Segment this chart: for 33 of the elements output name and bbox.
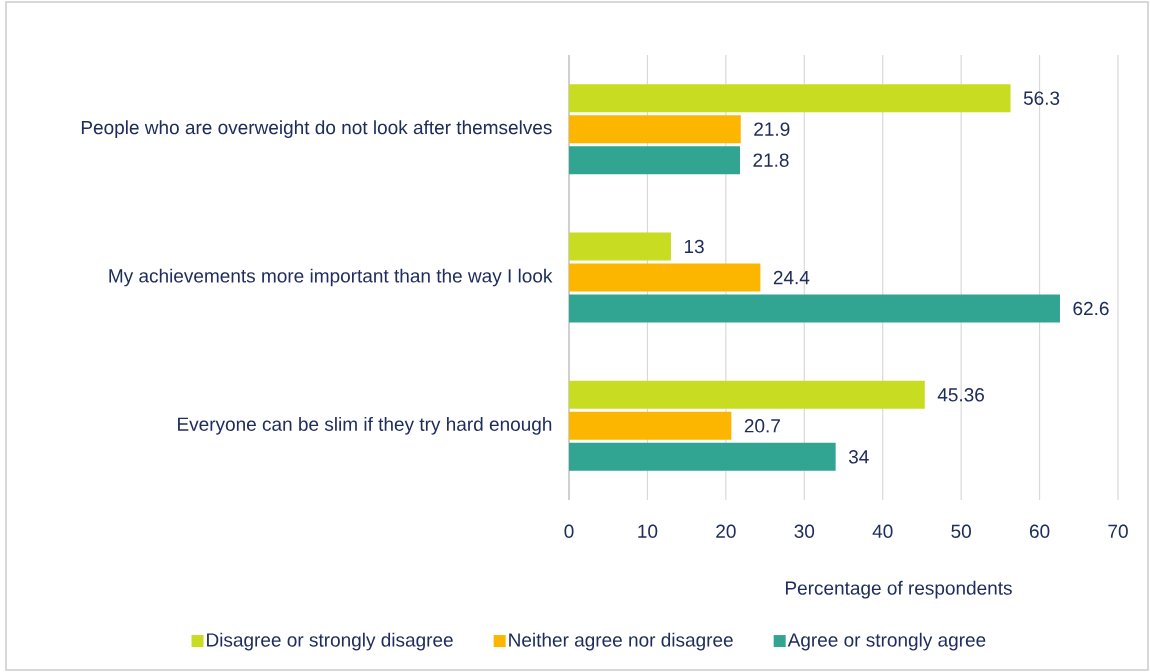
x-tick-label: 70	[1108, 524, 1128, 538]
y-tick-label: People who are overweight do not look after themselves	[81, 120, 552, 139]
x-tick-label: 50	[951, 524, 971, 538]
bar	[569, 294, 1060, 323]
legend-label: Agree or strongly agree	[787, 632, 986, 651]
bar	[569, 263, 761, 292]
x-axis-title: Percentage of respondents	[785, 580, 1012, 599]
legend-label: Neither agree nor disagree	[509, 632, 733, 651]
y-tick-label: My achievements more important than the way I look	[109, 268, 553, 287]
bar	[569, 380, 925, 409]
x-tick-label: 30	[794, 524, 815, 538]
data-label: 24.4	[773, 270, 810, 285]
bar	[569, 442, 836, 471]
x-tick-label: 60	[1029, 524, 1050, 538]
bar	[569, 232, 671, 261]
x-tick-label: 0	[564, 524, 574, 538]
data-label: 45.36	[937, 388, 984, 402]
bar	[569, 84, 1011, 113]
bar	[569, 146, 740, 175]
x-tick-label: 40	[872, 524, 893, 538]
y-tick-label: Everyone can be slim if they try hard enough	[178, 416, 552, 435]
data-label: 21.9	[754, 122, 790, 136]
data-label: 20.7	[744, 419, 780, 433]
x-tick-label: 20	[716, 524, 736, 538]
data-label: 62.6	[1073, 301, 1109, 316]
data-label: 56.3	[1023, 91, 1060, 105]
bar	[569, 411, 732, 440]
legend-label: Disagree or strongly disagree	[207, 632, 453, 651]
x-tick-label: 10	[638, 524, 658, 538]
bar	[569, 115, 741, 144]
data-label: 21.8	[753, 153, 789, 167]
data-label: 13	[684, 239, 704, 254]
data-label: 34	[848, 450, 869, 464]
